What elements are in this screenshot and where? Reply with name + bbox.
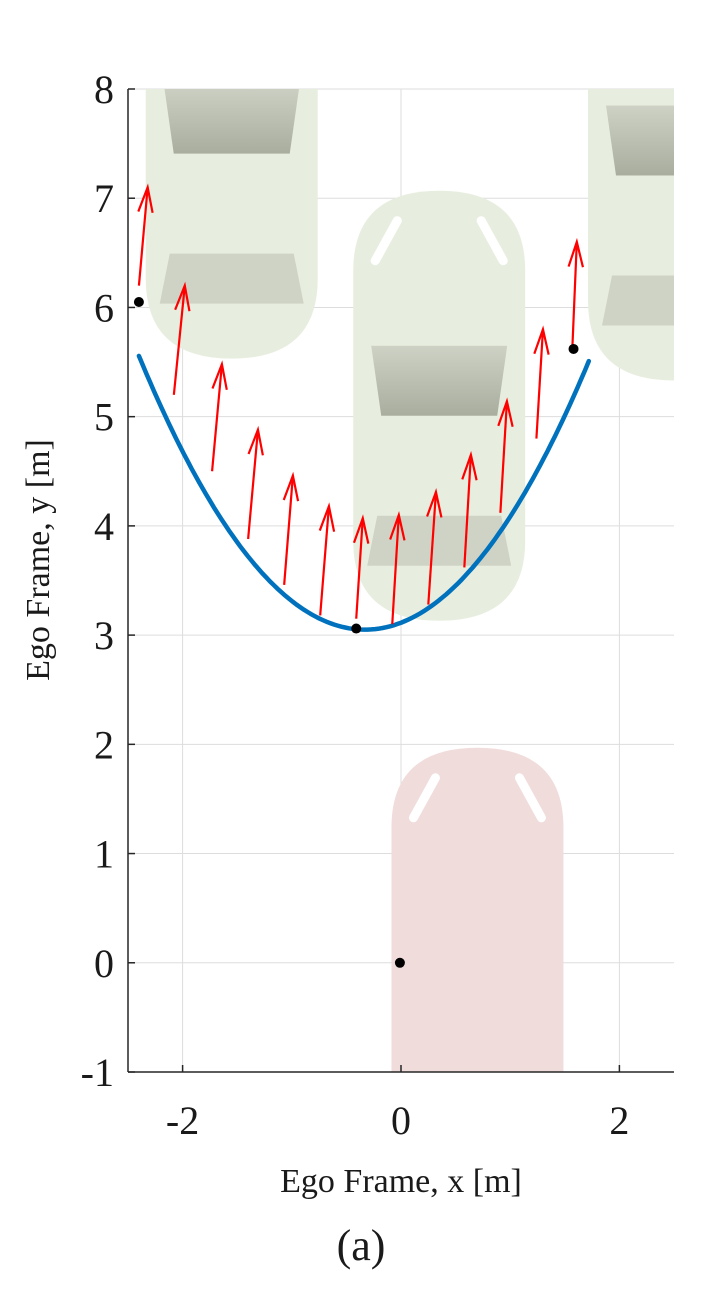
vehicle-headlight <box>716 0 722 20</box>
y-tick-label: 1 <box>94 832 114 877</box>
arrow-head <box>282 471 300 502</box>
arrow-shaft <box>210 364 224 472</box>
vehicle <box>391 747 564 1072</box>
vehicle-headlight <box>610 0 632 20</box>
vehicle-headlight <box>370 216 402 266</box>
point-marker <box>568 343 579 354</box>
x-tick-label: 0 <box>391 1098 411 1143</box>
arrows-layer <box>137 183 585 625</box>
arrow-head <box>247 425 264 456</box>
arrow-shaft <box>427 491 438 605</box>
vehicle <box>353 190 526 621</box>
y-tick-label: 8 <box>94 67 114 112</box>
vector-arrow <box>567 237 585 346</box>
arrow-shaft <box>355 518 364 619</box>
vector-arrow <box>282 471 300 585</box>
vehicle-rear-window <box>602 275 674 326</box>
arrow-shaft <box>137 187 149 286</box>
vehicle-rear-window <box>367 515 512 566</box>
arrow-head <box>174 281 191 312</box>
x-axis-label: Ego Frame, x [m] <box>280 1163 522 1200</box>
vector-arrow <box>389 510 406 625</box>
vehicle <box>145 89 318 359</box>
vehicle-headlight <box>476 216 508 266</box>
x-tick-label: 2 <box>609 1098 629 1143</box>
arrow-shaft <box>283 475 294 585</box>
vector-arrow <box>533 325 550 439</box>
markers-layer <box>133 296 579 968</box>
arrow-head <box>567 237 585 268</box>
tick-labels: -2 0 2 -1 0 1 2 3 4 5 6 7 8 <box>81 67 630 1143</box>
arrow-head <box>497 397 514 427</box>
y-tick-label: 6 <box>94 285 114 330</box>
point-marker <box>394 957 405 968</box>
arrow-head <box>389 510 406 541</box>
arrow-shaft <box>319 506 331 616</box>
vector-arrow <box>172 281 191 395</box>
arrow-head <box>137 183 154 214</box>
trajectory-layer <box>136 353 592 632</box>
arrow-head <box>533 325 550 355</box>
y-tick-label: 7 <box>94 176 114 221</box>
axes <box>127 88 674 1073</box>
vector-arrow <box>247 425 264 540</box>
arrow-head <box>211 360 228 390</box>
vehicles <box>145 0 722 1072</box>
y-tick-label: 3 <box>94 613 114 658</box>
arrow-head <box>461 450 478 481</box>
vehicle-windshield <box>164 89 299 154</box>
y-tick-label: 2 <box>94 722 114 767</box>
arrow-shaft <box>391 514 400 625</box>
y-tick-label: 0 <box>94 941 114 986</box>
arrow-shaft <box>463 454 472 568</box>
point-marker <box>133 296 144 307</box>
y-tick-label: 4 <box>94 504 114 549</box>
y-tick-label: 5 <box>94 395 114 440</box>
arrow-shaft <box>247 429 260 540</box>
vehicle-headlight <box>514 773 546 823</box>
vector-arrow <box>318 502 336 616</box>
trajectory-line <box>136 353 592 632</box>
arrow-head <box>318 502 336 532</box>
vehicle-windshield <box>371 345 508 416</box>
vehicle <box>588 0 722 381</box>
arrow-shaft <box>535 329 545 439</box>
vector-arrow <box>352 514 370 619</box>
vector-arrow <box>461 450 478 568</box>
y-tick-label: -1 <box>81 1050 114 1095</box>
vector-arrow <box>137 183 154 286</box>
arrow-shaft <box>499 401 509 513</box>
arrow-shaft <box>571 241 578 346</box>
y-axis-label: Ego Frame, y [m] <box>20 439 57 681</box>
vehicle-windshield <box>606 105 674 176</box>
point-marker <box>351 623 362 634</box>
figure-caption: (a) <box>336 1221 386 1270</box>
arrow-head <box>352 514 370 544</box>
x-tick-label: -2 <box>166 1098 199 1143</box>
vector-arrow <box>497 397 514 513</box>
arrow-head <box>426 488 443 518</box>
vector-arrow <box>426 488 443 605</box>
arrow-shaft <box>172 285 186 395</box>
vehicle-body <box>391 747 564 1072</box>
vehicle-rear-window <box>159 253 304 304</box>
vehicle-headlight <box>408 773 440 823</box>
vector-arrow <box>210 360 228 472</box>
vehicle-body <box>145 89 318 359</box>
